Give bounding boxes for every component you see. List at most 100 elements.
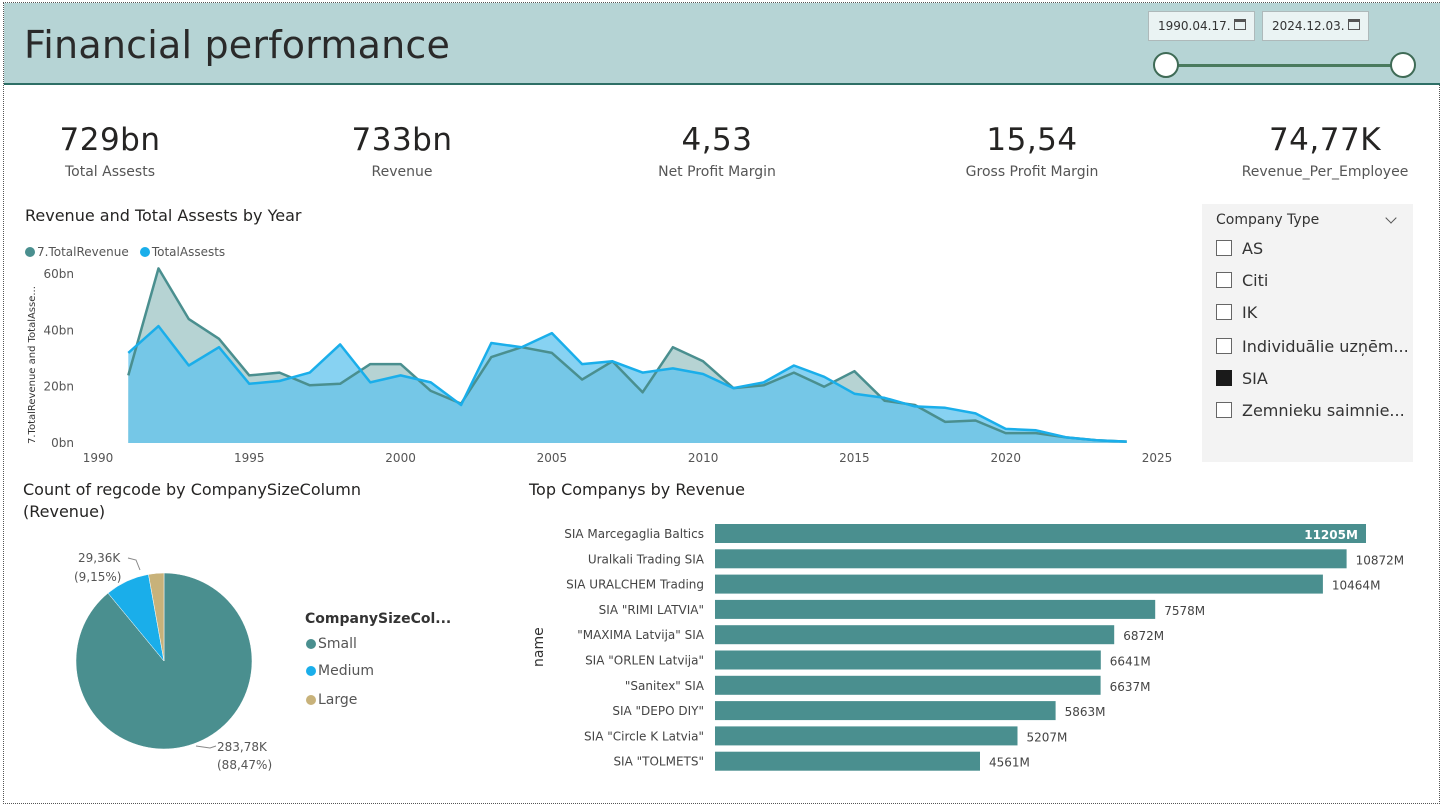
pie-legend-item-medium[interactable]: Medium [306, 663, 374, 679]
end-date-value: 2024.12.03. [1272, 19, 1345, 33]
slicer-item-label: SIA [1242, 368, 1268, 388]
start-date-input[interactable]: 1990.04.17. [1148, 11, 1255, 41]
checkbox-icon[interactable] [1216, 402, 1232, 418]
legend-item-revenue[interactable]: 7.TotalRevenue [25, 245, 129, 259]
bar[interactable] [715, 751, 980, 771]
y-tick-label: 0bn [51, 436, 74, 450]
series-line-revenue[interactable] [127, 267, 1127, 443]
pie-slice-large[interactable] [148, 572, 165, 662]
calendar-icon[interactable] [1234, 19, 1246, 30]
bar-category-label: SIA Marcegaglia Baltics [564, 527, 704, 541]
bar[interactable] [715, 701, 1056, 721]
line-chart-legend: 7.TotalRevenue TotalAssests [25, 242, 231, 261]
legend-dot-icon [306, 639, 316, 649]
kpi-value: 729bn [59, 122, 161, 158]
checkbox-icon[interactable] [1216, 272, 1232, 288]
bar[interactable] [715, 726, 1018, 746]
x-tick-label: 2005 [537, 451, 568, 465]
company-type-slicer[interactable]: Company Type AS Citi IK Individuālie uzņ… [1202, 204, 1413, 462]
report-canvas [3, 2, 1440, 804]
x-tick-label: 1995 [234, 451, 265, 465]
revenue-assets-area-chart[interactable]: 7.TotalRevenue and TotalAsse... 0bn 20bn 4… [20, 262, 1190, 467]
pie-leader-line [195, 745, 217, 749]
start-date-value: 1990.04.17. [1158, 19, 1231, 33]
calendar-icon[interactable] [1348, 19, 1360, 30]
pie-leader-line [127, 557, 141, 571]
pie-label-medium-pct: (9,15%) [74, 570, 121, 584]
bar-category-label: Uralkali Trading SIA [588, 552, 705, 566]
y-tick-label: 20bn [44, 380, 75, 394]
slicer-item-individualie[interactable]: Individuālie uzņēm... [1216, 334, 1409, 358]
bar[interactable] [715, 549, 1347, 569]
kpi-value: 74,77K [1268, 122, 1382, 158]
slicer-item-citi[interactable]: Citi [1216, 268, 1268, 292]
bar-category-label: SIA "Circle K Latvia" [584, 729, 704, 743]
checkbox-icon[interactable] [1216, 240, 1232, 256]
bar-value-label: 6872M [1123, 629, 1164, 643]
slicer-item-label: AS [1242, 238, 1264, 258]
x-tick-label: 1990 [83, 451, 114, 465]
bar-value-label: 7578M [1164, 604, 1205, 618]
kpi-label: Revenue [371, 164, 433, 180]
end-date-input[interactable]: 2024.12.03. [1262, 11, 1369, 41]
area-fill-assets [128, 326, 1127, 443]
x-tick-label: 2020 [990, 451, 1021, 465]
bar-category-label: SIA "ORLEN Latvija" [585, 654, 704, 668]
y-tick-label: 60bn [44, 267, 75, 281]
bar[interactable] [715, 625, 1115, 645]
pie-legend-item-small[interactable]: Small [306, 636, 357, 652]
bar-value-label: 5207M [1026, 730, 1067, 744]
x-tick-label: 2010 [688, 451, 719, 465]
series-line-assets[interactable] [127, 324, 1127, 443]
x-tick-label: 2025 [1142, 451, 1173, 465]
x-tick-label: 2015 [839, 451, 870, 465]
checkbox-icon[interactable] [1216, 338, 1232, 354]
kpi-value: 15,54 [986, 122, 1078, 158]
date-range-start-handle[interactable] [1153, 52, 1179, 78]
legend-label: Large [318, 692, 358, 708]
checkbox-icon[interactable] [1216, 304, 1232, 320]
kpi-value: 4,53 [681, 122, 753, 158]
bar-value-label: 4561M [989, 756, 1030, 770]
checkbox-checked-icon[interactable] [1216, 370, 1232, 386]
bar-value-label: 6641M [1110, 655, 1151, 669]
bar[interactable] [715, 650, 1101, 670]
bar[interactable] [715, 524, 1366, 543]
bar-category-label: "Sanitex" SIA [625, 679, 705, 693]
x-tick-label: 2000 [385, 451, 416, 465]
kpi-label: Gross Profit Margin [965, 164, 1099, 180]
bar[interactable] [715, 599, 1156, 619]
pie-legend-item-large[interactable]: Large [306, 692, 357, 708]
legend-label: 7.TotalRevenue [37, 245, 129, 259]
page-title: Financial performance [24, 23, 451, 67]
legend-item-assets[interactable]: TotalAssests [139, 245, 225, 259]
slicer-item-label: Citi [1242, 270, 1269, 290]
bar-category-label: "MAXIMA Latvija" SIA [577, 628, 705, 642]
chevron-down-icon[interactable] [1385, 212, 1397, 224]
pie-chart-title: Count of regcode by CompanySizeColumn (R… [23, 480, 361, 521]
date-range-slider-track[interactable] [1168, 64, 1404, 67]
legend-dot-icon [306, 666, 316, 676]
bar-value-label: 11205M [1304, 528, 1358, 542]
slicer-item-as[interactable]: AS [1216, 236, 1263, 260]
company-size-pie-chart[interactable]: 29,36K (9,15%) 283,78K (88,47%) [20, 540, 300, 780]
bar-category-label: SIA "DEPO DIY" [612, 704, 704, 718]
slicer-title: Company Type [1216, 212, 1320, 228]
date-range-end-handle[interactable] [1390, 52, 1416, 78]
legend-dot-icon [25, 247, 35, 257]
kpi-gross-profit-margin: 15,54 Gross Profit Margin [922, 122, 1142, 180]
kpi-revenue-per-employee: 74,77K Revenue_Per_Employee [1215, 122, 1435, 180]
pie-legend-title: CompanySizeCol... [305, 611, 452, 627]
slicer-item-ik[interactable]: IK [1216, 300, 1257, 324]
slicer-item-label: Individuālie uzņēm... [1242, 336, 1409, 356]
y-axis-title: 7.TotalRevenue and TotalAsse... [27, 286, 38, 444]
bar-value-label: 10464M [1332, 579, 1381, 593]
slicer-item-zemnieku[interactable]: Zemnieku saimnie... [1216, 398, 1405, 422]
top-companies-bar-chart[interactable]: name SIA Marcegaglia Baltics 11205M Uralka… [525, 515, 1435, 780]
pie-title-line: Count of regcode by CompanySizeColumn [23, 480, 361, 499]
bar[interactable] [715, 574, 1323, 594]
bar[interactable] [715, 675, 1101, 695]
bar-category-label: SIA "TOLMETS" [613, 755, 704, 769]
pie-label-small-pct: (88,47%) [217, 758, 272, 772]
slicer-item-sia[interactable]: SIA [1216, 366, 1268, 390]
